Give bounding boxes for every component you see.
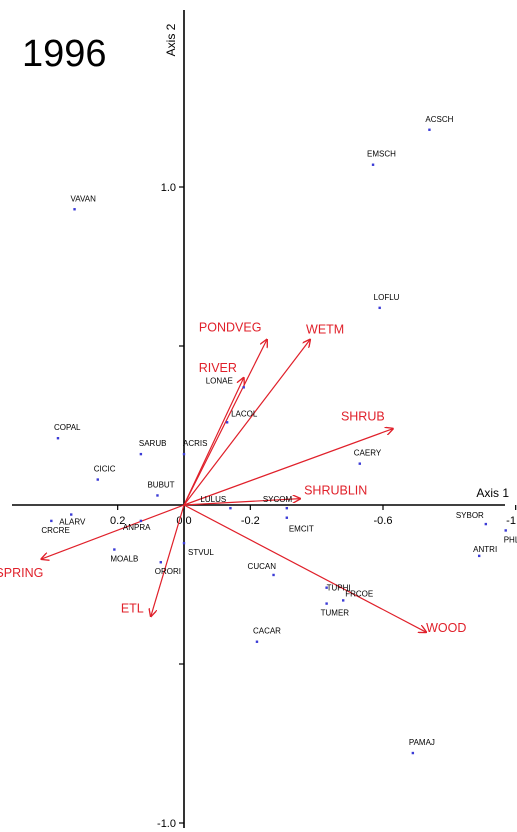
species-label-acsch: ACSCH — [425, 115, 453, 124]
species-label-stvul: STVUL — [188, 548, 214, 557]
x-tick-label: 0.2 — [110, 515, 125, 527]
species-label-pamaj: PAMAJ — [409, 738, 435, 747]
x-axis-label: Axis 1 — [476, 486, 509, 500]
species-point-moalb — [113, 548, 116, 551]
species-label-copal: COPAL — [54, 423, 81, 432]
species-label-emcit: EMCIT — [289, 525, 314, 534]
species-point-lacol — [225, 421, 229, 424]
species-point-acris — [182, 452, 186, 456]
species-label-lonae: LONAE — [206, 376, 233, 385]
species-point-bubut — [156, 494, 159, 497]
species-label-anpra: ANPRA — [123, 523, 151, 532]
species-label-vavan: VAVAN — [71, 194, 97, 203]
species-point-emcit — [285, 516, 289, 519]
x-tick-label: -0.6 — [374, 515, 393, 527]
species-point-vavan — [73, 208, 76, 211]
vector-label-pondveg: PONDVEG — [199, 321, 262, 335]
species-point-crcre — [50, 519, 53, 523]
vector-arrow-shrub — [183, 429, 393, 506]
species-label-antri: ANTRI — [473, 545, 497, 554]
species-point-cacar — [255, 640, 259, 643]
species-label-sarub: SARUB — [139, 439, 167, 448]
species-label-loflu: LOFLU — [374, 293, 400, 302]
vector-label-river: RIVER — [199, 361, 237, 375]
species-point-cicic — [96, 478, 99, 481]
species-point-anpra — [139, 519, 143, 523]
species-point-stvul — [182, 541, 186, 545]
species-point-antri — [477, 554, 481, 558]
species-label-tuphi: TUPHI — [327, 584, 351, 593]
species-point-copal — [56, 437, 60, 440]
species-label-cucan: CUCAN — [248, 562, 277, 571]
species-label-frcoe: FRCOE — [345, 589, 373, 598]
species-label-acris: ACRIS — [183, 439, 207, 448]
vector-label-shrub: SHRUB — [341, 410, 385, 424]
species-point-pamaj — [411, 751, 415, 755]
species-label-crcre: CRCRE — [41, 526, 69, 535]
species-label-alarv: ALARV — [59, 518, 86, 527]
vector-arrow-spring — [41, 504, 185, 559]
environment-vectors: PONDVEG WETM RIVER SHRUB SHRUBLIN SPRING ETL WO… — [0, 321, 466, 636]
species-label-caery: CAERY — [354, 449, 382, 458]
species-point-cucan — [272, 573, 275, 577]
vector-label-etl: ETL — [121, 601, 144, 615]
species-point-loflu — [378, 306, 381, 310]
species-label-bubut: BUBUT — [147, 480, 174, 489]
vector-arrow-wetm — [183, 340, 310, 506]
species-point-frcoe — [342, 599, 345, 602]
species-label-phlus: PHLUS — [504, 535, 517, 544]
species-point-caery — [358, 462, 361, 465]
vector-label-spring: SPRING — [0, 566, 43, 580]
species-points: ACSCH EMSCH VAVAN LOFLU LONAE LACOL COPAL SARUB… — [41, 115, 517, 755]
species-label-emsch: EMSCH — [367, 150, 396, 159]
chart-title: 1996 — [22, 33, 107, 75]
species-label-orori: ORORI — [155, 567, 181, 576]
vector-arrow-etl — [151, 504, 185, 616]
species-point-alarv — [70, 513, 73, 516]
vector-arrow-shrublin — [183, 499, 300, 506]
species-point-acsch — [428, 128, 431, 131]
vector-arrow-wood — [183, 504, 426, 632]
species-point-phlus — [504, 529, 507, 532]
vector-label-wood: WOOD — [426, 621, 466, 635]
species-point-orori — [159, 561, 162, 564]
species-point-sarub — [139, 452, 143, 456]
species-label-cicic: CICIC — [94, 465, 116, 474]
species-point-lonae — [242, 386, 245, 389]
x-tick-label: -0.2 — [241, 515, 260, 527]
vector-arrow-river — [183, 378, 244, 506]
species-label-sybor: SYBOR — [456, 511, 484, 520]
vector-label-shrublin: SHRUBLIN — [304, 484, 367, 498]
vector-arrow-pondveg — [183, 340, 267, 506]
species-label-tumer: TUMER — [321, 609, 350, 618]
species-label-sycom: SYCOM — [263, 495, 293, 504]
species-point-sybor — [484, 522, 488, 526]
y-axis-label: Axis 2 — [164, 23, 178, 56]
species-point-lulus — [229, 506, 232, 510]
species-label-cacar: CACAR — [253, 627, 281, 636]
species-label-moalb: MOALB — [110, 555, 138, 564]
y-tick-label: 1.0 — [161, 182, 176, 194]
species-label-lulus: LULUS — [200, 495, 226, 504]
vector-label-wetm: WETM — [306, 323, 344, 337]
species-point-emsch — [371, 163, 375, 166]
species-point-sycom — [285, 506, 289, 510]
y-tick-label: -1.0 — [157, 818, 176, 830]
species-label-lacol: LACOL — [231, 409, 258, 418]
species-point-tumer — [325, 602, 328, 605]
species-point-tuphi — [325, 586, 328, 589]
x-tick-label: -1.0 — [506, 515, 517, 527]
